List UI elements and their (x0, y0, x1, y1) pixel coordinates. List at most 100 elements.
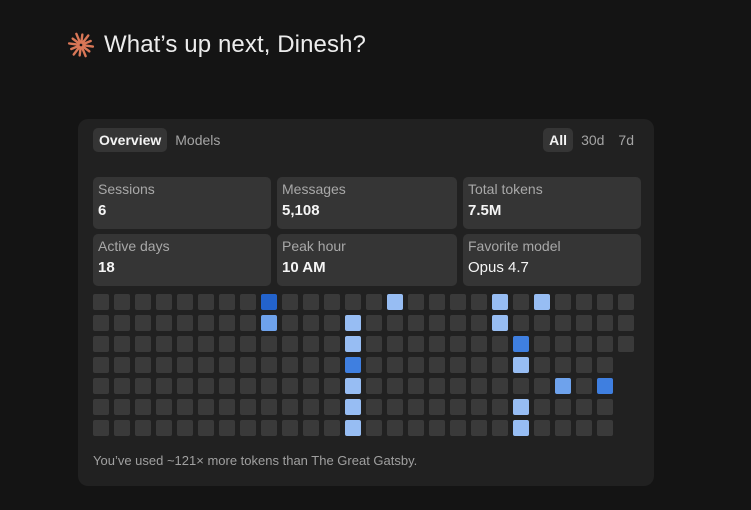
heatmap-day-cell (618, 294, 634, 310)
heatmap-day-cell (156, 420, 172, 436)
tab-overview[interactable]: Overview (93, 128, 168, 152)
stat-label: Active days (98, 238, 170, 254)
stat-label: Messages (282, 181, 346, 197)
heatmap-day-cell (492, 420, 508, 436)
stat-total-tokens: Total tokens 7.5M (463, 177, 641, 229)
heatmap-day-cell (492, 399, 508, 415)
heatmap-day-cell (261, 315, 277, 331)
starburst-icon (67, 32, 95, 58)
heatmap-day-cell (177, 420, 193, 436)
heatmap-day-cell (177, 315, 193, 331)
range-all[interactable]: All (543, 128, 574, 152)
heatmap-day-cell (198, 336, 214, 352)
greeting-title: What’s up next, Dinesh? (104, 31, 366, 58)
heatmap-day-cell (408, 399, 424, 415)
heatmap-day-cell (450, 399, 466, 415)
heatmap-day-cell (240, 420, 256, 436)
heatmap-day-cell (450, 420, 466, 436)
heatmap-day-cell (345, 336, 361, 352)
heatmap-day-cell (408, 336, 424, 352)
heatmap-day-cell (282, 399, 298, 415)
range-30d[interactable]: 30d (581, 132, 605, 148)
heatmap-day-cell (156, 378, 172, 394)
heatmap-day-cell (387, 357, 403, 373)
greeting: What’s up next, Dinesh? (66, 30, 366, 60)
heatmap-day-cell (576, 294, 592, 310)
heatmap-day-cell (324, 399, 340, 415)
heatmap-day-cell (324, 315, 340, 331)
heatmap-day-cell (534, 357, 550, 373)
stats-grid: Sessions 6 Messages 5,108 Total tokens 7… (93, 177, 641, 286)
heatmap-day-cell (429, 378, 445, 394)
heatmap-day-cell (597, 294, 613, 310)
heatmap-day-cell (429, 399, 445, 415)
heatmap-day-cell (387, 420, 403, 436)
heatmap-day-cell (555, 357, 571, 373)
heatmap-day-cell (471, 294, 487, 310)
heatmap-empty-slot (618, 399, 634, 415)
heatmap-day-cell (240, 378, 256, 394)
heatmap-day-cell (303, 399, 319, 415)
heatmap-day-cell (135, 420, 151, 436)
heatmap-day-cell (240, 399, 256, 415)
heatmap-day-cell (219, 399, 235, 415)
stat-sessions: Sessions 6 (93, 177, 271, 229)
heatmap-day-cell (177, 357, 193, 373)
heatmap-day-cell (93, 399, 109, 415)
stat-value: 10 AM (282, 259, 326, 276)
heatmap-day-cell (345, 357, 361, 373)
heatmap-day-cell (261, 378, 277, 394)
heatmap-day-cell (93, 420, 109, 436)
heatmap-day-cell (366, 399, 382, 415)
heatmap-day-cell (114, 315, 130, 331)
heatmap-day-cell (282, 294, 298, 310)
heatmap-day-cell (198, 357, 214, 373)
heatmap-day-cell (429, 357, 445, 373)
heatmap-day-cell (135, 294, 151, 310)
heatmap-day-cell (114, 399, 130, 415)
heatmap-day-cell (513, 336, 529, 352)
heatmap-day-cell (534, 399, 550, 415)
heatmap-day-cell (450, 315, 466, 331)
heatmap-day-cell (492, 378, 508, 394)
heatmap-day-cell (240, 315, 256, 331)
heatmap-day-cell (597, 315, 613, 331)
heatmap-day-cell (471, 420, 487, 436)
heatmap-day-cell (219, 294, 235, 310)
tab-models[interactable]: Models (175, 132, 221, 148)
heatmap-day-cell (240, 357, 256, 373)
heatmap-day-cell (492, 294, 508, 310)
heatmap-day-cell (555, 294, 571, 310)
heatmap-day-cell (408, 357, 424, 373)
heatmap-day-cell (93, 294, 109, 310)
heatmap-day-cell (282, 420, 298, 436)
heatmap-day-cell (450, 294, 466, 310)
heatmap-day-cell (240, 294, 256, 310)
heatmap-day-cell (156, 294, 172, 310)
heatmap-day-cell (576, 399, 592, 415)
heatmap-empty-slot (618, 378, 634, 394)
stat-label: Peak hour (282, 238, 346, 254)
heatmap-day-cell (177, 378, 193, 394)
heatmap-day-cell (597, 420, 613, 436)
heatmap-day-cell (450, 357, 466, 373)
heatmap-day-cell (366, 315, 382, 331)
heatmap-day-cell (114, 336, 130, 352)
heatmap-empty-slot (618, 420, 634, 436)
heatmap-day-cell (177, 294, 193, 310)
stat-label: Favorite model (468, 238, 561, 254)
heatmap-day-cell (534, 315, 550, 331)
heatmap-day-cell (219, 357, 235, 373)
heatmap-day-cell (198, 294, 214, 310)
heatmap-day-cell (513, 357, 529, 373)
heatmap-day-cell (219, 336, 235, 352)
heatmap-day-cell (324, 357, 340, 373)
heatmap-day-cell (198, 399, 214, 415)
heatmap-day-cell (429, 315, 445, 331)
heatmap-day-cell (429, 294, 445, 310)
heatmap-day-cell (408, 294, 424, 310)
heatmap-day-cell (513, 378, 529, 394)
heatmap-day-cell (156, 399, 172, 415)
range-7d[interactable]: 7d (618, 132, 634, 148)
heatmap-day-cell (282, 378, 298, 394)
